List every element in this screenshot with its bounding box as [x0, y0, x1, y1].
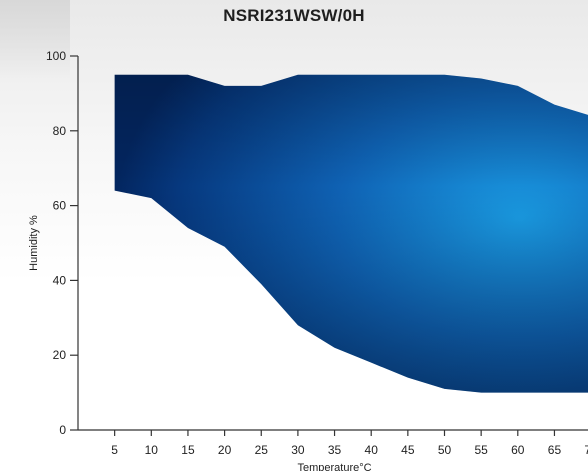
chart-title: NSRI231WSW/0H	[223, 6, 365, 25]
x-tick-label: 30	[291, 443, 305, 457]
x-tick-label: 5	[111, 443, 118, 457]
background-shade	[0, 0, 70, 80]
x-tick-label: 65	[548, 443, 562, 457]
x-axis-title: Temperature°C	[297, 462, 371, 471]
x-tick-label: 10	[145, 443, 159, 457]
x-tick-label: 60	[511, 443, 525, 457]
y-tick-label: 20	[53, 348, 67, 362]
x-tick-label: 35	[328, 443, 342, 457]
x-tick-label: 15	[181, 443, 195, 457]
x-tick-label: 45	[401, 443, 415, 457]
y-tick-label: 0	[59, 423, 66, 437]
x-tick-label: 55	[474, 443, 488, 457]
x-tick-label: 40	[365, 443, 379, 457]
x-tick-label: 50	[438, 443, 452, 457]
y-tick-label: 80	[53, 124, 67, 138]
x-tick-label: 25	[255, 443, 269, 457]
x-tick-label: 20	[218, 443, 232, 457]
y-axis-title: Humidity %	[28, 215, 40, 271]
y-tick-label: 40	[53, 273, 67, 287]
y-tick-label: 60	[53, 199, 67, 213]
x-tick-label: 70	[584, 443, 588, 457]
operating-range-shade	[114, 74, 588, 393]
y-tick-label: 100	[46, 49, 66, 63]
